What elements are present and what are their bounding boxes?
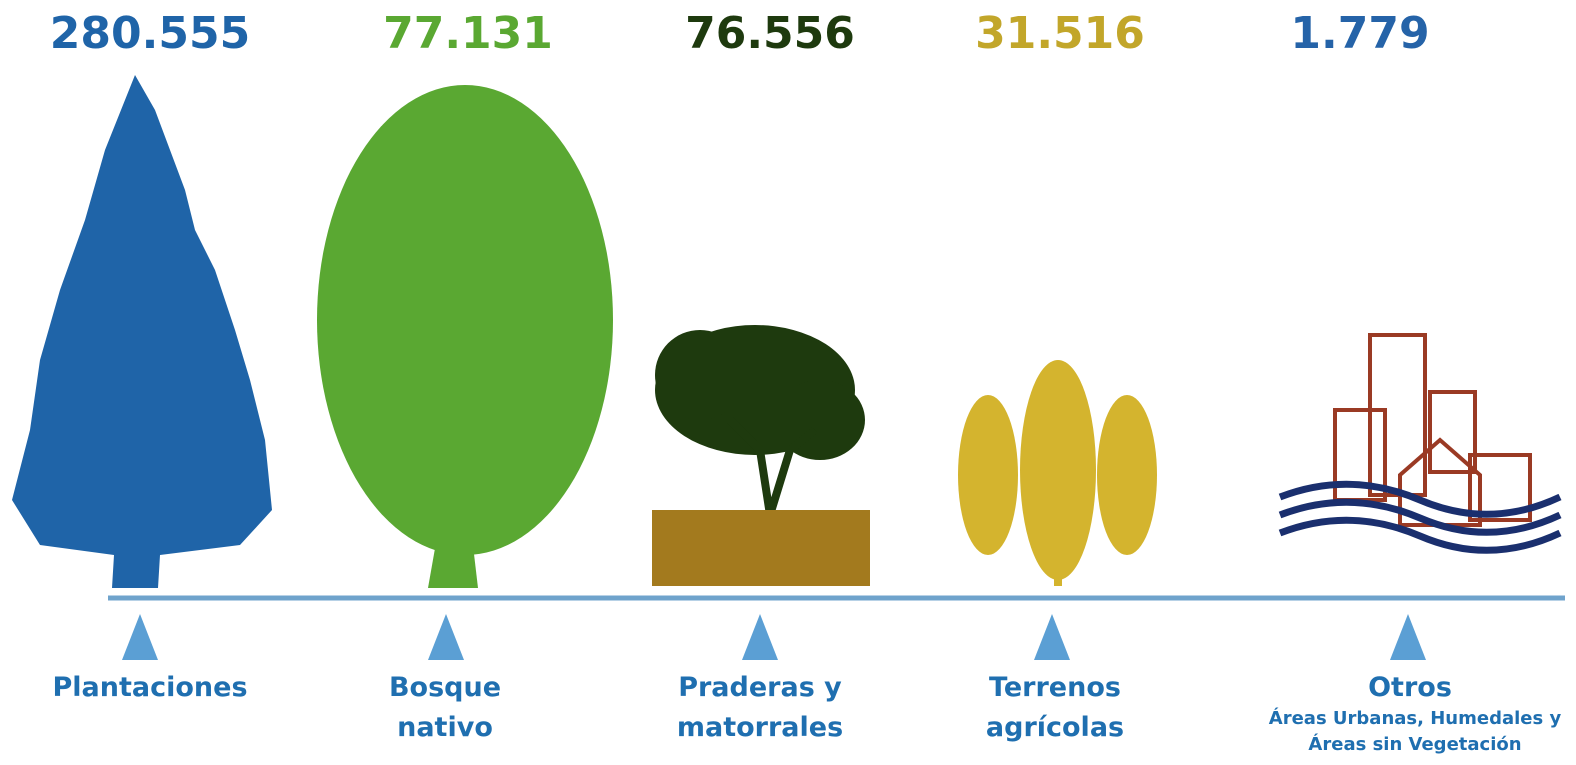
label: Bosque nativo	[365, 668, 525, 748]
label: Plantaciones	[10, 668, 290, 708]
value: 77.131	[318, 8, 618, 59]
value: 31.516	[910, 8, 1210, 59]
value: 280.555	[0, 8, 300, 59]
oak-icon	[317, 85, 613, 588]
wheat-icon	[958, 360, 1157, 586]
savanna-icon	[652, 325, 870, 586]
label: Otros	[1310, 668, 1510, 708]
value: 1.779	[1210, 8, 1510, 59]
label: Terrenos agrícolas	[970, 668, 1140, 748]
illustrations	[0, 0, 1576, 765]
sublabel: Áreas Urbanas, Humedales y Áreas sin Veg…	[1255, 706, 1575, 758]
conifer-icon	[12, 75, 272, 588]
infographic: 280.555 77.131 76.556 31.516 1.779 Plant…	[0, 0, 1576, 765]
label: Praderas y matorrales	[650, 668, 870, 748]
city-icon	[1335, 335, 1530, 525]
pointers	[122, 614, 1426, 660]
value: 76.556	[620, 8, 920, 59]
